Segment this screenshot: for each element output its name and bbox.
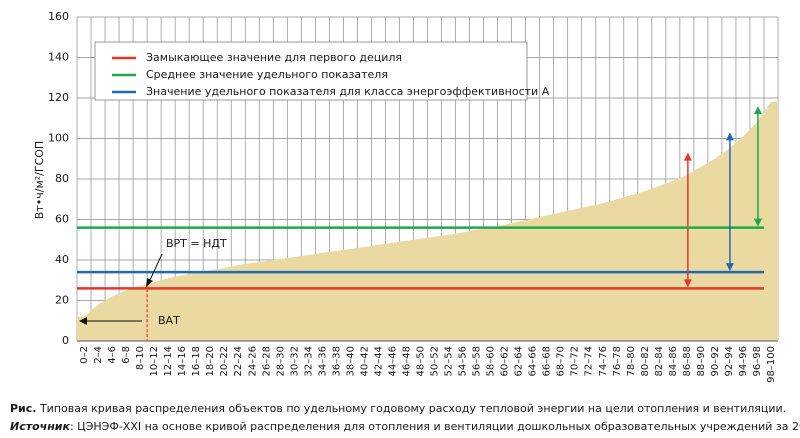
x-tick-label: 48–50 — [415, 346, 426, 376]
x-tick-label: 86–88 — [682, 346, 693, 376]
x-tick-label: 54–56 — [458, 346, 469, 376]
arrow-head — [683, 279, 692, 288]
y-tick-label: 80 — [55, 172, 69, 185]
arrow-head — [146, 278, 153, 287]
x-tick-label: 78–80 — [626, 346, 637, 376]
x-tick-label: 96–98 — [752, 346, 763, 376]
legend-box — [94, 41, 528, 101]
y-tick-label: 160 — [48, 10, 69, 23]
y-tick-label: 100 — [48, 132, 69, 145]
legend-label: Замыкающее значение для первого дециля — [146, 51, 402, 64]
x-tick-label: 26–28 — [261, 346, 272, 376]
x-tick-label: 94–96 — [738, 346, 749, 376]
x-tick-label: 66–68 — [542, 346, 553, 376]
x-tick-label: 20–22 — [219, 346, 230, 376]
x-tick-label: 90–92 — [710, 346, 721, 376]
x-tick-label: 46–48 — [401, 346, 412, 376]
y-tick-label: 40 — [55, 253, 69, 266]
x-tick-label: 22–24 — [233, 346, 244, 376]
annotation-arrow — [149, 253, 163, 281]
legend-label: Значение удельного показателя для класса… — [146, 85, 550, 98]
x-tick-label: 12–14 — [163, 346, 174, 376]
x-tick-label: 30–32 — [289, 346, 300, 376]
x-tick-label: 74–76 — [598, 346, 609, 376]
x-tick-label: 2–4 — [93, 346, 104, 364]
x-tick-label: 32–34 — [303, 346, 314, 376]
source-label: Источник — [10, 420, 71, 433]
x-tick-label: 98–100 — [766, 346, 777, 383]
x-tick-label: 0–2 — [79, 346, 90, 364]
x-tick-label: 88–90 — [696, 346, 707, 376]
source-text: : ЦЭНЭФ-XXI на основе кривой распределен… — [70, 420, 800, 433]
x-tick-label: 52–54 — [444, 346, 455, 376]
x-tick-label: 14–16 — [177, 346, 188, 376]
arrow-head — [725, 263, 734, 272]
arrow-head — [725, 132, 734, 141]
x-tick-label: 68–70 — [556, 346, 567, 376]
x-tick-label: 6–8 — [121, 346, 132, 364]
x-tick-label: 38–40 — [345, 346, 356, 376]
annotation-label: ВАТ — [158, 314, 180, 327]
x-tick-label: 8–10 — [135, 346, 146, 370]
x-tick-label: 36–38 — [331, 346, 342, 376]
area — [77, 102, 778, 341]
annotation-label: ВРТ = НДТ — [166, 237, 227, 250]
x-tick-label: 62–64 — [514, 346, 525, 376]
x-tick-label: 44–46 — [387, 346, 398, 376]
arrow-head — [683, 152, 692, 161]
caption-text: Типовая кривая распределения объектов по… — [36, 402, 786, 415]
source: Источник: ЦЭНЭФ-XXI на основе кривой рас… — [10, 420, 800, 433]
y-tick-label: 20 — [55, 294, 69, 307]
x-tick-label: 28–30 — [275, 346, 286, 376]
x-tick-label: 24–26 — [247, 346, 258, 376]
x-tick-label: 40–42 — [359, 346, 370, 376]
x-tick-label: 80–82 — [640, 346, 651, 376]
x-tick-label: 92–94 — [724, 346, 735, 376]
caption-label: Рис. — [10, 402, 36, 415]
x-tick-label: 76–78 — [612, 346, 623, 376]
arrow-head — [753, 218, 762, 227]
x-tick-label: 42–44 — [373, 346, 384, 376]
x-tick-label: 18–20 — [205, 346, 216, 376]
x-tick-label: 72–74 — [584, 346, 595, 376]
x-tick-label: 60–62 — [500, 346, 511, 376]
y-tick-label: 60 — [55, 213, 69, 226]
x-tick-label: 64–66 — [528, 346, 539, 376]
x-tick-label: 10–12 — [149, 346, 160, 376]
x-tick-label: 50–52 — [430, 346, 441, 376]
y-tick-label: 120 — [48, 91, 69, 104]
caption: Рис. Типовая кривая распределения объект… — [10, 402, 786, 415]
x-tick-label: 16–18 — [191, 346, 202, 376]
arrow-head — [753, 106, 762, 115]
legend-label: Среднее значение удельного показателя — [146, 68, 388, 81]
x-tick-label: 56–58 — [472, 346, 483, 376]
x-tick-label: 84–86 — [668, 346, 679, 376]
y-axis-label: Вт•ч/м²/ГСОП — [33, 141, 46, 219]
x-tick-label: 34–36 — [317, 346, 328, 376]
y-tick-label: 140 — [48, 51, 69, 64]
y-tick-label: 0 — [62, 334, 69, 347]
x-tick-label: 58–60 — [486, 346, 497, 376]
arrow-head — [79, 317, 87, 325]
x-tick-label: 82–84 — [654, 346, 665, 376]
x-tick-label: 70–72 — [570, 346, 581, 376]
x-tick-label: 4–6 — [107, 346, 118, 364]
